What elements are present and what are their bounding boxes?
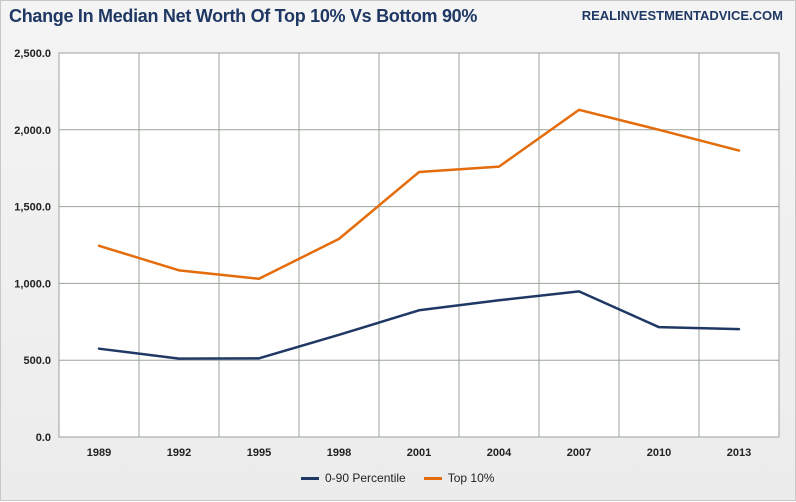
x-tick-label: 2013 [727,447,751,459]
legend-swatch-top10 [423,476,442,480]
legend-swatch-bottom90 [301,476,319,480]
source-watermark: REALINVESTMENTADVICE.COM [581,8,783,23]
legend-label-bottom90: 0-90 Percentile [325,471,406,485]
legend-item-top10: Top 10% [423,471,495,485]
series-line-bottom90 [97,290,741,360]
y-tick-label: 2,000.0 [14,125,51,137]
x-tick-label: 1989 [87,447,111,459]
legend-item-bottom90: 0-90 Percentile [301,471,406,485]
chart-title: Change In Median Net Worth Of Top 10% Vs… [9,6,478,26]
x-tick-label: 2010 [647,447,671,459]
x-tick-label: 2004 [487,447,512,459]
plot-area [58,52,780,438]
x-tick-label: 2007 [567,447,591,459]
y-tick-label: 1,500.0 [14,202,51,214]
legend: 0-90 Percentile Top 10% [301,471,494,485]
y-tick-label: 1,000.0 [14,278,51,290]
x-tick-label: 1992 [167,447,191,459]
y-tick-label: 0.0 [36,432,51,444]
x-tick-label: 2001 [407,447,431,459]
x-tick-label: 1995 [247,447,271,459]
y-tick-label: 500.0 [23,355,51,367]
y-tick-label: 2,500.0 [14,48,51,60]
series-line-top10 [97,108,741,281]
x-tick-label: 1998 [327,447,351,459]
legend-label-top10: Top 10% [447,471,495,485]
